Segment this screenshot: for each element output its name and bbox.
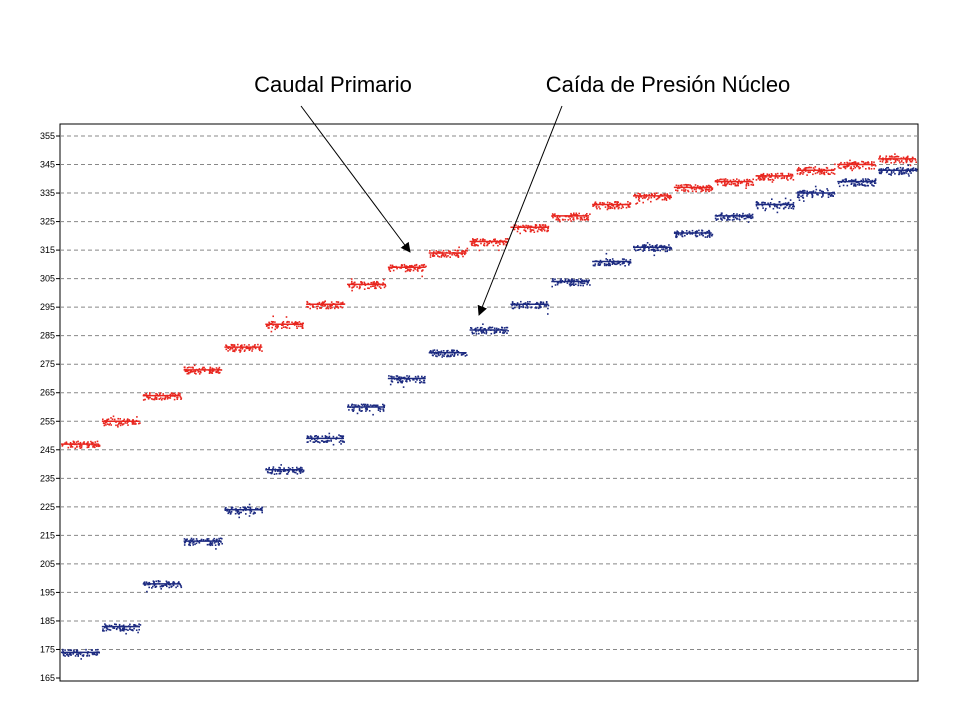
series-noise xyxy=(837,159,877,172)
series-noise xyxy=(388,375,426,388)
series-noise xyxy=(143,580,183,593)
series-noise xyxy=(183,364,223,375)
series-noise xyxy=(61,440,101,450)
y-axis-ticks: 355 345 335 325 315 305 295 285 275 265 255 245 235 2… xyxy=(40,131,60,683)
series-noise xyxy=(551,212,591,223)
series-noise xyxy=(837,178,877,188)
series-noise xyxy=(142,392,183,401)
y-tick-label: 355 xyxy=(40,131,55,141)
series-noise xyxy=(61,648,100,660)
y-tick-label: 295 xyxy=(40,302,55,312)
y-tick-label: 325 xyxy=(40,217,55,227)
annotation-caudal-primario: Caudal Primario xyxy=(254,72,412,97)
series-noise xyxy=(592,201,632,211)
y-tick-label: 315 xyxy=(40,245,55,255)
series-noise xyxy=(265,315,304,333)
annotation-caida-presion: Caída de Presión Núcleo xyxy=(546,72,791,97)
series-noise xyxy=(511,300,550,315)
y-tick-label: 185 xyxy=(40,616,55,626)
annotations: Caudal Primario Caída de Presión Núcleo xyxy=(254,72,791,316)
y-tick-label: 205 xyxy=(40,559,55,569)
series-noise xyxy=(265,464,305,475)
series-noise xyxy=(347,403,386,416)
annotation-arrow-caida xyxy=(477,105,563,316)
series-noise xyxy=(878,164,918,177)
y-tick-label: 215 xyxy=(40,530,55,540)
series xyxy=(61,153,918,660)
series-noise xyxy=(470,323,509,335)
series-1 xyxy=(61,164,918,660)
y-tick-label: 305 xyxy=(40,274,55,284)
series-noise xyxy=(634,192,672,205)
series-noise xyxy=(102,623,142,635)
y-tick-label: 235 xyxy=(40,473,55,483)
y-tick-label: 335 xyxy=(40,188,55,198)
series-noise xyxy=(224,503,264,519)
series-noise xyxy=(796,185,836,202)
series-noise xyxy=(306,300,346,310)
series-noise xyxy=(592,252,632,267)
series-0 xyxy=(61,153,917,450)
series-noise xyxy=(755,172,795,183)
series-noise xyxy=(714,212,754,223)
series-noise xyxy=(306,432,345,446)
series-noise xyxy=(878,153,917,167)
series-noise xyxy=(225,343,263,353)
series-noise xyxy=(388,263,427,278)
y-tick-label: 285 xyxy=(40,331,55,341)
series-noise xyxy=(796,163,836,176)
y-tick-label: 195 xyxy=(40,587,55,597)
y-tick-label: 175 xyxy=(40,644,55,654)
series-noise xyxy=(183,537,223,550)
series-noise xyxy=(470,238,509,252)
y-tick-label: 265 xyxy=(40,388,55,398)
series-noise xyxy=(102,415,141,428)
series-noise xyxy=(674,229,714,239)
y-tick-label: 345 xyxy=(40,160,55,170)
series-noise xyxy=(348,278,387,292)
series-noise xyxy=(633,242,673,257)
series-noise xyxy=(714,178,755,189)
series-noise xyxy=(755,197,795,214)
y-tick-label: 255 xyxy=(40,416,55,426)
series-noise xyxy=(429,246,469,258)
plot-area xyxy=(59,123,919,682)
y-tick-label: 275 xyxy=(40,359,55,369)
series-noise xyxy=(551,278,591,288)
series-noise xyxy=(429,349,468,358)
y-tick-label: 165 xyxy=(40,673,55,683)
y-tick-label: 225 xyxy=(40,502,55,512)
series-noise xyxy=(675,183,714,193)
grid xyxy=(60,135,918,650)
series-noise xyxy=(513,224,550,235)
annotation-arrow-caudal xyxy=(300,105,411,253)
y-tick-label: 245 xyxy=(40,445,55,455)
